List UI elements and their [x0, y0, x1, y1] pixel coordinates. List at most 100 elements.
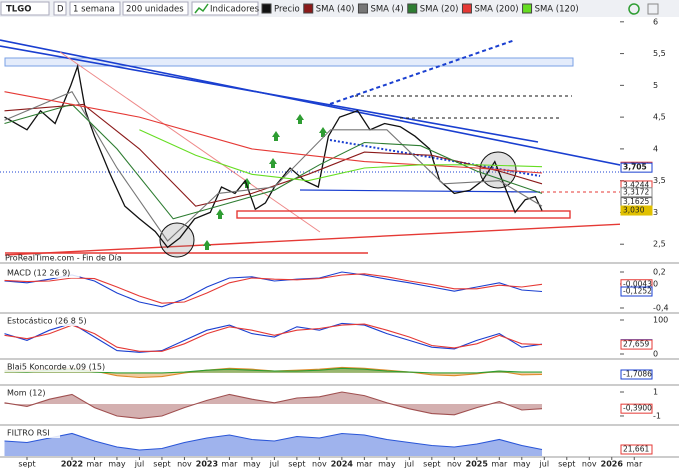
legend-label: SMA (20) — [420, 5, 459, 15]
legend-label: SMA (120) — [535, 5, 579, 15]
legend-swatch — [461, 3, 472, 14]
series-line — [4, 322, 543, 353]
axis-column — [620, 18, 679, 456]
price-label: 21,661 — [623, 445, 649, 454]
legend-label: SMA (200) — [474, 5, 518, 15]
panel-title: Mom (12) — [7, 389, 46, 398]
y-tick-label: 3,5 — [653, 176, 666, 185]
series-line — [4, 323, 543, 352]
price-label: -1,7086 — [623, 370, 652, 379]
x-tick-label: jul — [404, 460, 415, 469]
y-tick-label: 100 — [653, 315, 668, 324]
price-label-box — [620, 444, 653, 455]
y-tick-label: 0,2 — [653, 267, 666, 276]
indicators-icon — [194, 3, 209, 14]
panel-title: Blai5 Koncorde v.09 (15) — [7, 363, 105, 372]
legend-swatch — [261, 3, 272, 14]
y-tick-label: 4,5 — [653, 113, 666, 122]
legend-swatch — [303, 3, 314, 14]
y-tick-label: 2,5 — [653, 240, 666, 249]
trendline — [59, 51, 321, 233]
series-line — [139, 129, 543, 182]
x-tick-label: 2026 — [601, 460, 624, 469]
legend-swatch — [522, 3, 533, 14]
x-tick-label: jul — [269, 460, 280, 469]
price-label: 3,3172 — [623, 187, 649, 196]
x-tick-label: mar — [86, 460, 103, 469]
price-label-box — [620, 369, 653, 380]
x-tick-label: 2022 — [61, 460, 83, 469]
indicators: Indicadores — [210, 5, 260, 15]
d-box[interactable] — [53, 1, 67, 16]
price-label: -0,1252 — [623, 287, 652, 296]
y-tick-label: 4 — [653, 144, 658, 153]
window-icon[interactable] — [647, 3, 659, 15]
annotation: ProRealTime.com - Fin de Día — [5, 254, 122, 263]
price-label: 3,1625 — [623, 197, 649, 206]
price-label-box — [620, 187, 653, 198]
y-tick-label: 3 — [653, 208, 658, 217]
price-label: 3,030 — [623, 206, 645, 215]
panel-title-bg — [3, 362, 129, 372]
d-button: D — [57, 5, 64, 15]
panel-title: FILTRO RSI — [7, 429, 50, 438]
panel-title-bg — [3, 388, 51, 398]
trendline — [4, 222, 646, 256]
x-tick-label: 2024 — [331, 460, 354, 469]
legend-label: Precio — [274, 5, 300, 15]
price-label: -0,0043 — [623, 279, 652, 288]
x-tick-label: nov — [312, 460, 327, 469]
panel-title: Estocástico (26 8 5) — [7, 317, 87, 326]
x-tick-label: mar — [626, 460, 643, 469]
x-tick-label: jul — [134, 460, 145, 469]
price-label: 3,705 — [623, 163, 647, 172]
price-label-box — [620, 205, 653, 216]
y-tick-label: 6 — [653, 17, 658, 26]
series-line — [4, 103, 543, 220]
x-tick-label: 2023 — [196, 460, 218, 469]
y-tick-label: 5 — [653, 81, 658, 90]
symbol-box[interactable] — [0, 1, 50, 16]
x-tick-label: nov — [582, 460, 597, 469]
x-tick-label: nov — [447, 460, 462, 469]
legend-label: SMA (4) — [370, 5, 403, 15]
panel-title-bg — [3, 316, 109, 326]
series-line — [4, 91, 543, 174]
trendline — [0, 45, 539, 143]
x-tick-label: may — [513, 460, 531, 469]
series-line — [4, 91, 543, 242]
x-tick-label: sept — [558, 460, 575, 469]
settings-icon[interactable] — [628, 3, 640, 15]
units-box[interactable] — [122, 1, 189, 16]
indicators-box[interactable] — [191, 1, 259, 16]
period-box[interactable] — [69, 1, 121, 16]
trendline — [0, 39, 646, 171]
x-tick-label: may — [378, 460, 396, 469]
area-fill — [4, 433, 543, 456]
series-line — [4, 103, 543, 207]
x-tick-label: may — [108, 460, 126, 469]
plots — [0, 39, 646, 456]
y-tick-label: 5,5 — [653, 49, 666, 58]
zone — [4, 57, 574, 67]
projection — [329, 39, 516, 105]
x-tick-label: may — [243, 460, 261, 469]
x-tick-label: sept — [288, 460, 305, 469]
price-label: -0,3900 — [623, 404, 652, 413]
price-label: 27,659 — [623, 340, 649, 349]
price-label: 3,4244 — [623, 180, 649, 189]
series-line — [4, 63, 543, 249]
legend-label: SMA (40) — [316, 5, 355, 15]
x-tick-label: sept — [18, 460, 35, 469]
symbol: TLGO — [6, 5, 31, 15]
zone — [236, 210, 571, 219]
area-fill — [4, 392, 543, 419]
x-tick-label: 2025 — [466, 460, 489, 469]
x-tick-label: nov — [177, 460, 192, 469]
price-label-box — [620, 403, 653, 414]
area-fill — [4, 367, 543, 378]
units: 200 unidades — [126, 5, 184, 15]
support — [299, 189, 541, 193]
series-line — [4, 391, 543, 419]
